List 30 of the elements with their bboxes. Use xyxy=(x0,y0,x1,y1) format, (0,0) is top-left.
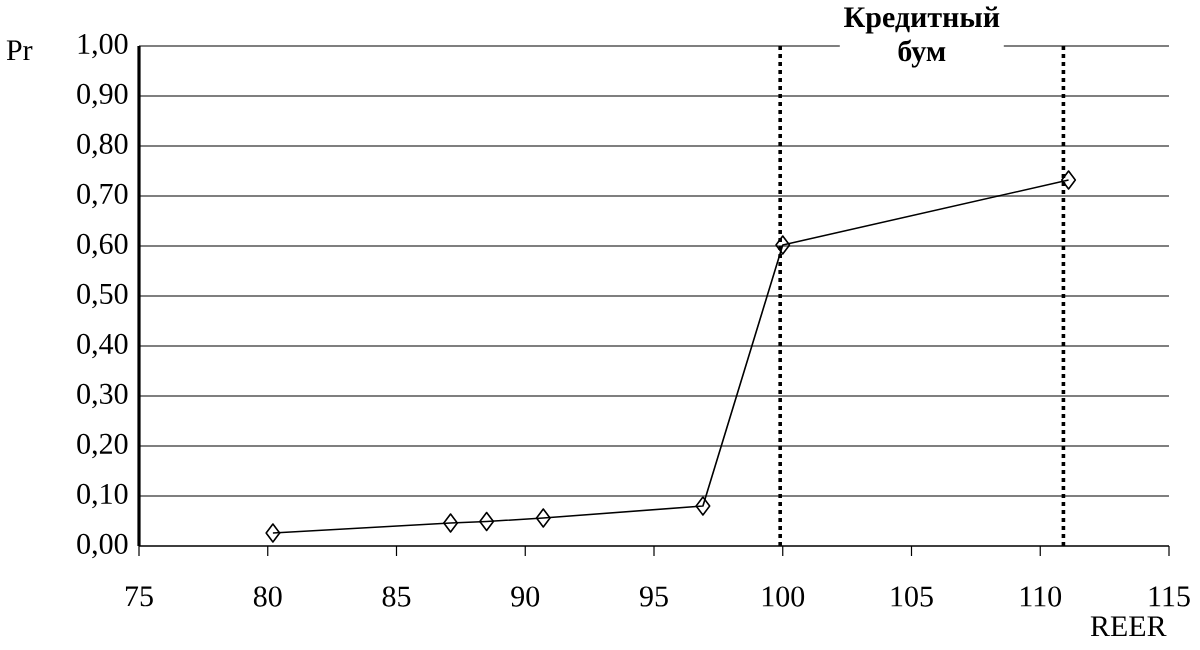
y-tick-label: 0,20 xyxy=(77,433,128,459)
x-tick-label: 105 xyxy=(891,586,933,607)
point xyxy=(479,511,495,532)
x-tick-label: 75 xyxy=(125,586,153,607)
y-tick-label: 0,10 xyxy=(77,483,128,509)
point xyxy=(775,235,791,255)
y-tick-label: 0,70 xyxy=(77,183,128,209)
x-tick-label: 80 xyxy=(253,586,282,607)
y-tick-label: 0,60 xyxy=(77,233,128,259)
x-tick-label: 115 xyxy=(1149,586,1190,607)
y-tick-label: 0,90 xyxy=(77,83,128,109)
y-tick-label: 0,00 xyxy=(77,533,128,559)
point xyxy=(535,508,551,528)
y-tick-label: 0,80 xyxy=(77,133,128,159)
point xyxy=(443,513,459,533)
point xyxy=(1061,170,1077,190)
point xyxy=(265,523,281,543)
x-tick-label: 85 xyxy=(382,586,411,607)
x-axis-title: REER xyxy=(1090,616,1167,637)
annotation: Кредитный бум xyxy=(844,6,1000,68)
x-tick-label: 95 xyxy=(639,586,668,607)
y-tick-label: 1,00 xyxy=(78,33,128,59)
y-tick-label: 0,40 xyxy=(77,333,128,359)
y-tick-label: 0,50 xyxy=(77,283,128,309)
y-tick-label: 0,30 xyxy=(77,383,128,409)
y-axis-title: Pr xyxy=(6,40,33,61)
point xyxy=(695,496,711,516)
x-tick-label: 90 xyxy=(511,586,540,607)
x-tick-label: 110 xyxy=(1020,586,1062,607)
x-tick-label: 100 xyxy=(762,586,805,607)
